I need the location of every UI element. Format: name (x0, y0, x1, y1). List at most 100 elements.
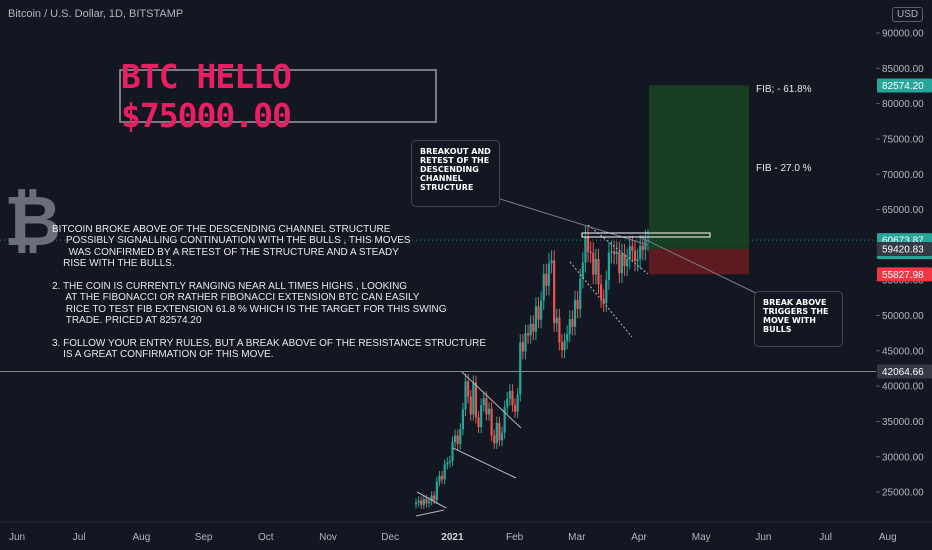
price-label-value: 55827.98 (882, 270, 924, 281)
candle-body (610, 251, 613, 253)
time-tick-label: Aug (879, 532, 897, 543)
candle-body (586, 236, 590, 252)
candle-body (573, 299, 577, 327)
channel-upper-line-early (416, 491, 447, 509)
price-label-value: 59420.83 (882, 244, 924, 255)
candle-body (482, 398, 485, 406)
candle-body (467, 381, 470, 397)
price-label-badge (877, 241, 932, 256)
fib-618-label: FIB; - 61.8% (756, 84, 812, 95)
target-zone (649, 85, 749, 249)
candle-body (427, 501, 431, 504)
candle-body (594, 259, 597, 275)
candle-body (493, 435, 496, 444)
channel-lower-line-early (415, 509, 445, 517)
candle-body (521, 342, 524, 352)
candle-body (477, 417, 480, 428)
candle-body (602, 298, 605, 303)
candle-body (425, 499, 428, 504)
candle-body (438, 475, 441, 482)
analysis-text: BITCOIN BROKE ABOVE OF THE DESCENDING CH… (52, 224, 486, 361)
stop-zone (649, 248, 749, 275)
candle-body (485, 398, 488, 415)
channel-lower-line (452, 447, 517, 479)
candle-body (420, 500, 423, 505)
price-label-badge (877, 364, 932, 379)
candle-body (623, 254, 626, 267)
price-tick-label: 25000.00 (882, 488, 924, 499)
price-label-value: 42064.66 (882, 367, 924, 378)
candle-body (513, 405, 517, 412)
candle-body (613, 251, 616, 255)
currency-button[interactable]: USD (892, 7, 924, 22)
price-tick-label: 50000.00 (882, 311, 924, 322)
price-tick-label: 35000.00 (882, 417, 924, 428)
candle-body (631, 246, 634, 251)
candle-body (592, 252, 595, 275)
candle-body (508, 391, 511, 399)
candle-body (534, 306, 538, 332)
bitcoin-icon: ₿ (4, 180, 62, 262)
time-tick-label: 2021 (441, 532, 464, 543)
candle-body (435, 481, 438, 500)
candle-body (571, 319, 574, 327)
candle-body (589, 251, 592, 253)
candle-body (576, 299, 579, 310)
candle-body (526, 333, 530, 336)
time-tick-label: Mar (568, 532, 586, 543)
candle-body (579, 278, 582, 310)
candle-body (618, 251, 621, 274)
time-tick-label: Jun (755, 532, 771, 543)
candle-body (500, 432, 504, 441)
candle-body (454, 435, 457, 442)
candle-body (446, 462, 449, 465)
price-tick-label: 65000.00 (882, 205, 924, 216)
candle-body (550, 260, 553, 264)
candle-body (461, 409, 465, 430)
candle-body (433, 495, 436, 500)
price-label-value: 60673.87 (882, 236, 924, 247)
candle-body (566, 333, 569, 341)
price-tick-label: 75000.00 (882, 134, 924, 145)
price-tick-label: 80000.00 (882, 99, 924, 110)
candle-body (443, 464, 446, 480)
candle-body (451, 441, 454, 461)
candle-body (519, 342, 522, 395)
time-tick-label: Feb (506, 532, 524, 543)
time-tick-label: Apr (631, 532, 647, 543)
candle-body (487, 408, 491, 415)
time-tick-label: Nov (319, 532, 337, 543)
candle-body (498, 422, 501, 441)
price-label-value: 82574.20 (882, 81, 924, 92)
breakout-pointer-line (496, 197, 649, 246)
time-tick-label: Dec (381, 532, 399, 543)
candle-body (495, 422, 498, 444)
candle-body (639, 245, 642, 259)
time-tick-label: Sep (195, 532, 213, 543)
candle-body (537, 306, 540, 320)
candle-body (532, 323, 535, 332)
candle-body (448, 460, 451, 463)
candle-body (633, 250, 637, 262)
candle-body (615, 251, 618, 255)
candle-body (560, 342, 564, 351)
candle-body (620, 254, 624, 274)
candle-body (558, 317, 561, 343)
price-tick-label: 70000.00 (882, 170, 924, 181)
candle-body (581, 262, 584, 279)
channel-lower-line-recent (569, 261, 633, 338)
candle-body (540, 300, 543, 320)
candle-body (607, 252, 610, 281)
candle-body (464, 381, 467, 410)
symbol-title: Bitcoin / U.S. Dollar, 1D, BITSTAMP (8, 8, 184, 20)
headline-box: BTC HELLO $75000.00 (119, 57, 437, 135)
time-tick-label: Jul (73, 532, 86, 543)
candle-body (503, 407, 506, 433)
candle-body (506, 398, 509, 408)
price-tick-label: 85000.00 (882, 64, 924, 75)
time-tick-label: Aug (133, 532, 151, 543)
candle-body (459, 429, 462, 445)
candle-body (422, 499, 425, 505)
price-label-badge (877, 267, 932, 282)
